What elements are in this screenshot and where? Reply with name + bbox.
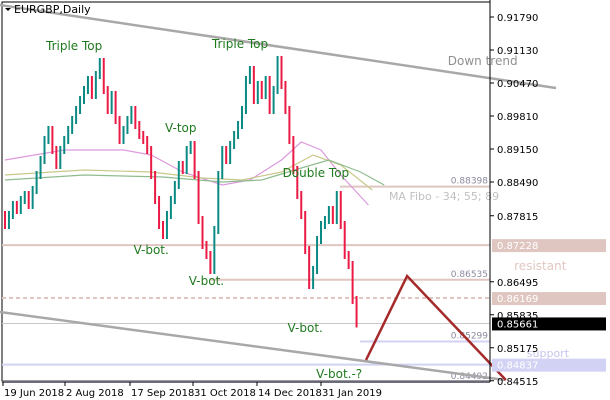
level-price-label: 0.88398 xyxy=(451,177,488,187)
time-tick-label: 2 Aug 2018 xyxy=(66,388,124,399)
channel-bottom-line xyxy=(0,310,506,382)
moving-average-line xyxy=(4,154,373,191)
price-tick-label: 0.85835 xyxy=(497,311,538,322)
moving-average-line xyxy=(4,141,369,206)
price-tick-label: 0.89150 xyxy=(497,145,538,156)
annotation-label: V-top xyxy=(165,121,197,135)
annotation-label: V-bot. xyxy=(133,243,168,257)
price-tick-label: 0.91130 xyxy=(497,46,538,57)
price-tick-label: 0.84515 xyxy=(497,377,538,388)
price-tick-label: 0.88490 xyxy=(497,178,538,189)
level-price-label: 0.84492 xyxy=(451,372,488,382)
annotation-label: MA Fibo - 34; 55; 89 xyxy=(389,190,499,203)
time-tick-label: 31 Oct 2018 xyxy=(194,388,256,399)
price-tick-label: 0.87815 xyxy=(497,212,538,223)
annotation-label: V-bot.-? xyxy=(316,367,362,381)
symbol-title: EURGBP,Daily xyxy=(14,3,91,16)
annotation-label: V-bot. xyxy=(189,274,224,288)
down-trend-line xyxy=(0,3,557,90)
price-axis-box-label: 0.86169 xyxy=(497,294,538,305)
annotation-label: V-bot. xyxy=(288,321,323,335)
price-tick-label: 0.85175 xyxy=(497,344,538,355)
price-tick-label: 0.89810 xyxy=(497,112,538,123)
time-tick-label: 19 Jun 2018 xyxy=(4,388,64,399)
price-tick-label: 0.86495 xyxy=(497,278,538,289)
price-axis-box xyxy=(492,292,606,306)
price-axis-box-label: 0.85661 xyxy=(497,319,538,330)
time-tick-label: 31 Jan 2019 xyxy=(322,388,382,399)
price-tick-label: 0.91790 xyxy=(497,13,538,24)
price-axis-box-label: 0.84837 xyxy=(497,361,538,372)
annotation-label: Triple Top xyxy=(211,37,268,51)
annotation-label: Down trend xyxy=(448,54,518,68)
price-axis-box xyxy=(492,239,606,253)
chart-menu-triangle-icon[interactable] xyxy=(5,8,11,11)
price-axis-box xyxy=(492,358,606,372)
level-price-label: 0.85299 xyxy=(451,332,488,342)
moving-average-line xyxy=(4,159,385,186)
annotation-label: Triple Top xyxy=(45,39,102,53)
forecast-zigzag-line xyxy=(364,273,507,381)
price-tick-label: 0.90470 xyxy=(497,79,538,90)
time-tick-label: 17 Sep 2018 xyxy=(131,388,194,399)
annotation-label: support xyxy=(527,347,570,360)
price-axis-box-label: 0.87228 xyxy=(497,241,538,252)
annotation-label: Double Top xyxy=(283,166,350,180)
time-tick-label: 14 Dec 2018 xyxy=(258,388,322,399)
level-price-label: 0.86535 xyxy=(451,270,488,280)
annotation-label: resistant xyxy=(514,259,567,273)
price-axis-box xyxy=(492,317,606,331)
